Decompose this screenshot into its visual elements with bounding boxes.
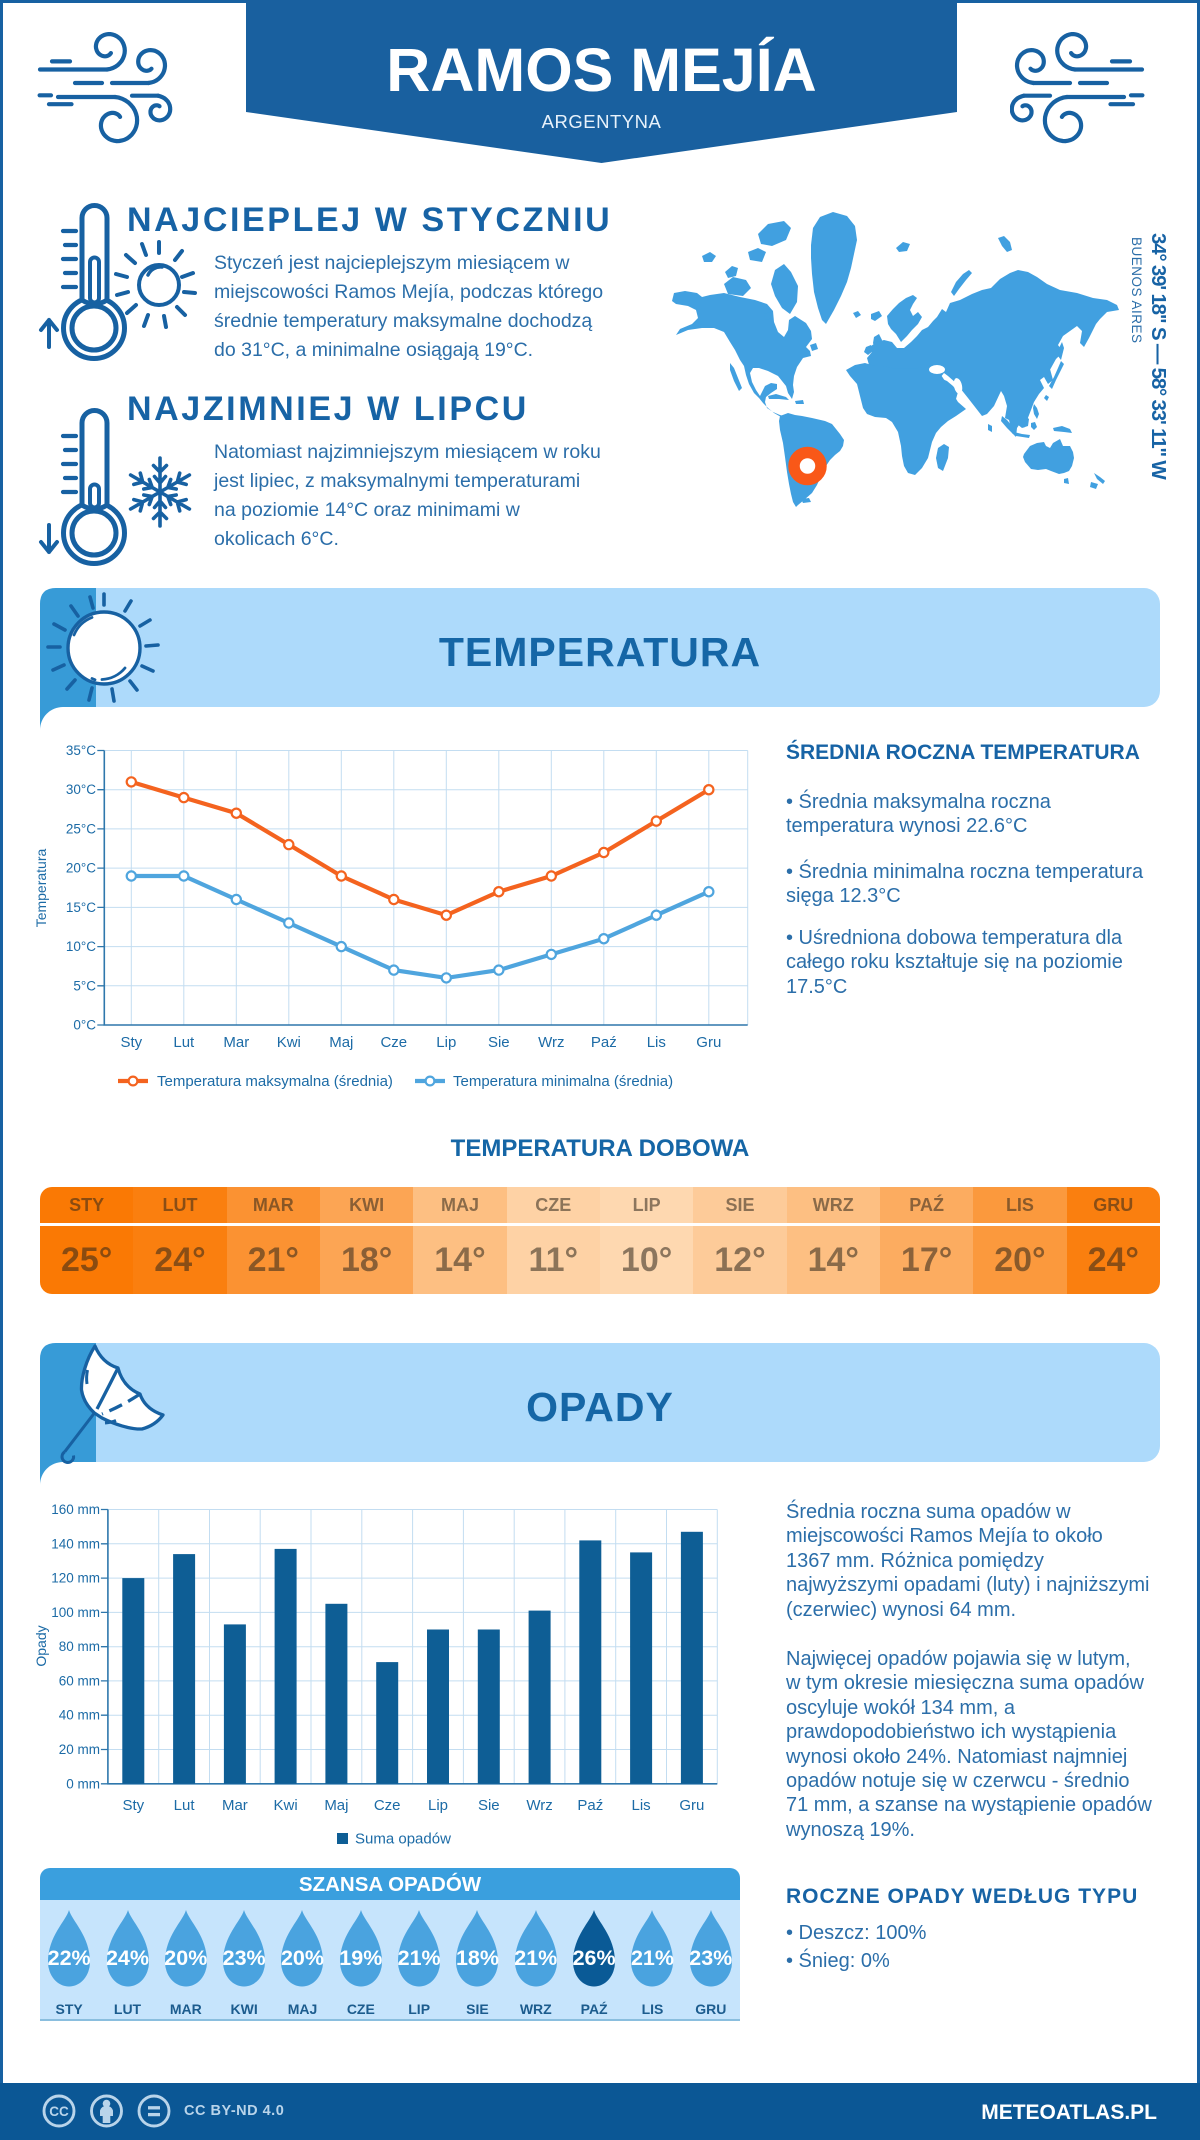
svg-text:Opady: Opady: [33, 1625, 49, 1666]
svg-text:Sie: Sie: [478, 1797, 500, 1814]
svg-text:Paź: Paź: [577, 1797, 603, 1814]
svg-text:0°C: 0°C: [73, 1018, 96, 1033]
svg-text:5°C: 5°C: [73, 978, 96, 993]
svg-text:Lis: Lis: [632, 1797, 651, 1814]
svg-text:15°C: 15°C: [66, 900, 96, 915]
svg-text:Cze: Cze: [374, 1797, 401, 1814]
svg-text:Sty: Sty: [120, 1034, 142, 1051]
svg-text:Lut: Lut: [173, 1034, 195, 1051]
svg-text:Cze: Cze: [380, 1034, 407, 1051]
svg-text:Lip: Lip: [436, 1034, 456, 1051]
svg-text:Maj: Maj: [324, 1797, 348, 1814]
svg-text:20°C: 20°C: [66, 861, 96, 876]
svg-text:Mar: Mar: [222, 1797, 248, 1814]
svg-text:120 mm: 120 mm: [51, 1571, 100, 1586]
svg-text:Kwi: Kwi: [274, 1797, 298, 1814]
svg-text:0 mm: 0 mm: [66, 1776, 100, 1791]
svg-text:40 mm: 40 mm: [59, 1708, 100, 1723]
svg-text:160 mm: 160 mm: [51, 1502, 100, 1517]
svg-text:140 mm: 140 mm: [51, 1536, 100, 1551]
svg-text:80 mm: 80 mm: [59, 1639, 100, 1654]
svg-text:Lut: Lut: [174, 1797, 196, 1814]
svg-text:100 mm: 100 mm: [51, 1605, 100, 1620]
svg-text:10°C: 10°C: [66, 939, 96, 954]
svg-text:Temperatura maksymalna (średni: Temperatura maksymalna (średnia): [157, 1073, 393, 1090]
svg-text:Temperatura minimalna (średnia: Temperatura minimalna (średnia): [453, 1073, 673, 1090]
svg-text:Wrz: Wrz: [538, 1034, 564, 1051]
svg-text:Gru: Gru: [696, 1034, 721, 1051]
svg-text:25°C: 25°C: [66, 821, 96, 836]
svg-text:CC: CC: [49, 2104, 69, 2119]
svg-text:Temperatura: Temperatura: [33, 848, 49, 927]
svg-text:35°C: 35°C: [66, 743, 96, 758]
svg-text:Lip: Lip: [428, 1797, 448, 1814]
svg-text:Sty: Sty: [122, 1797, 144, 1814]
svg-text:20 mm: 20 mm: [59, 1742, 100, 1757]
svg-text:Sie: Sie: [488, 1034, 510, 1051]
svg-text:60 mm: 60 mm: [59, 1673, 100, 1688]
svg-text:Kwi: Kwi: [277, 1034, 301, 1051]
svg-text:Paź: Paź: [591, 1034, 617, 1051]
svg-text:Maj: Maj: [329, 1034, 353, 1051]
svg-text:Gru: Gru: [679, 1797, 704, 1814]
svg-text:Lis: Lis: [647, 1034, 666, 1051]
svg-text:Suma opadów: Suma opadów: [355, 1831, 451, 1848]
svg-text:Mar: Mar: [223, 1034, 249, 1051]
svg-text:Wrz: Wrz: [526, 1797, 552, 1814]
svg-text:30°C: 30°C: [66, 782, 96, 797]
